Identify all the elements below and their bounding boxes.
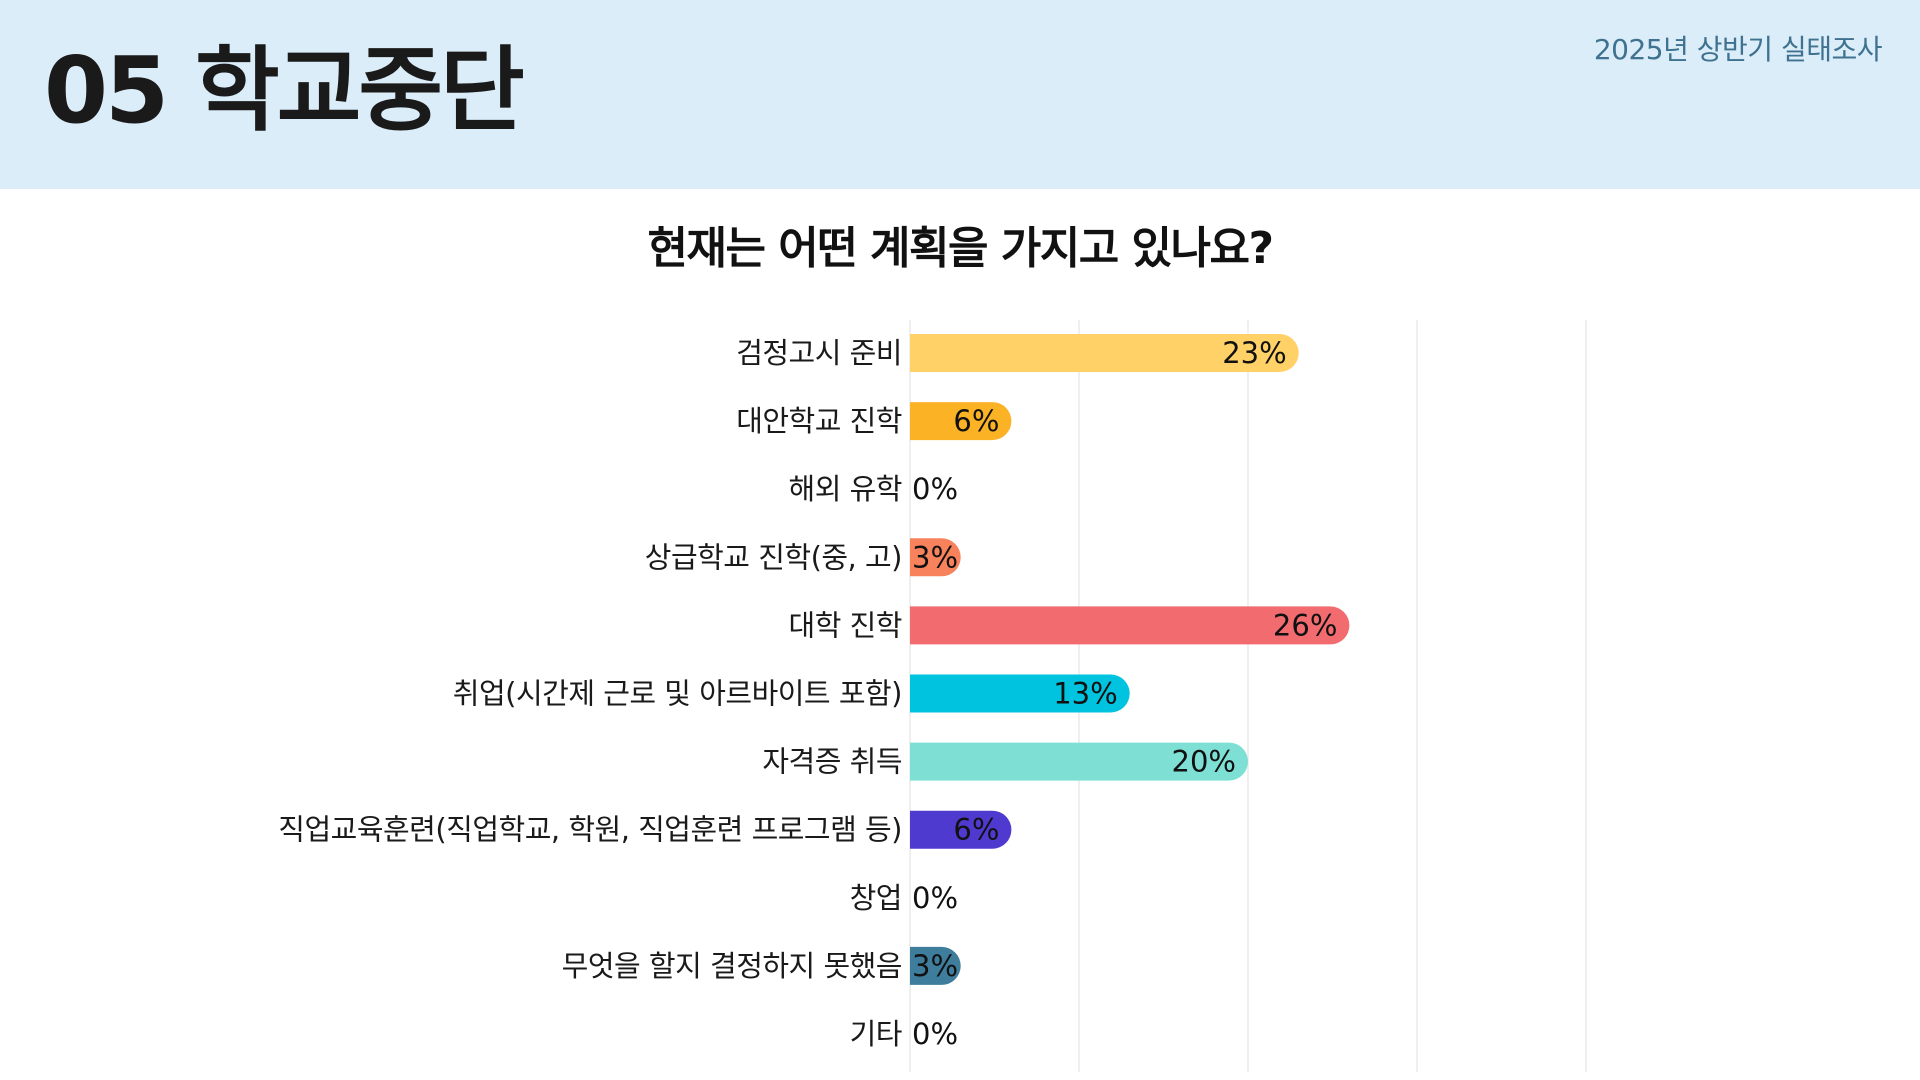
bar <box>910 946 961 985</box>
category-label: 대학 진학 <box>789 608 902 642</box>
category-label: 상급학교 진학(중, 고) <box>645 540 902 574</box>
value-label: 13% <box>1053 677 1117 711</box>
bar <box>910 538 961 577</box>
value-label: 3% <box>912 949 958 983</box>
category-label: 자격증 취득 <box>762 745 902 779</box>
bar <box>910 606 1350 645</box>
header-banner: 05 학교중단 2025년 상반기 실태조사 <box>0 0 1920 189</box>
bar <box>910 674 1130 713</box>
value-label: 3% <box>912 540 958 574</box>
value-label: 6% <box>953 404 999 438</box>
survey-label: 2025년 상반기 실태조사 <box>1593 33 1883 66</box>
bar <box>910 810 1012 849</box>
category-label: 해외 유학 <box>789 472 902 506</box>
value-label: 20% <box>1172 745 1236 779</box>
category-label: 취업(시간제 근로 및 아르바이트 포함) <box>453 677 902 711</box>
value-label: 0% <box>912 881 958 915</box>
category-label: 기타 <box>850 1017 902 1051</box>
value-label: 0% <box>912 1017 958 1051</box>
value-label: 26% <box>1273 608 1337 642</box>
category-label: 창업 <box>850 881 902 915</box>
section-title: 05 학교중단 <box>44 37 525 144</box>
value-label: 23% <box>1222 336 1286 370</box>
value-label: 0% <box>912 472 958 506</box>
category-label: 무엇을 할지 결정하지 못했음 <box>562 949 902 983</box>
chart-question-title: 현재는 어떤 계획을 가지고 있나요? <box>647 223 1274 274</box>
value-label: 6% <box>953 813 999 847</box>
bar <box>910 742 1248 781</box>
bar <box>910 402 1012 441</box>
category-label: 대안학교 진학 <box>736 404 902 438</box>
bar <box>910 334 1299 372</box>
category-label: 검정고시 준비 <box>736 336 902 370</box>
category-label: 직업교육훈련(직업학교, 학원, 직업훈련 프로그램 등) <box>278 813 902 847</box>
